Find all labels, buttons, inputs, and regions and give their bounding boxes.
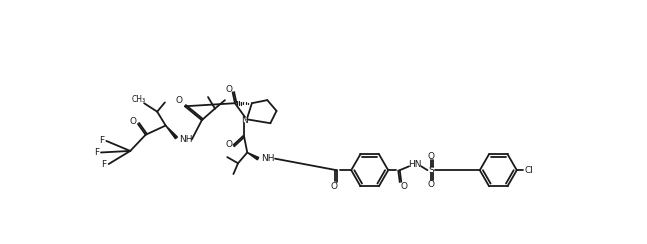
Text: O: O	[225, 85, 232, 94]
Polygon shape	[247, 152, 259, 160]
Text: O: O	[428, 180, 435, 189]
Text: O: O	[401, 182, 408, 191]
Text: O: O	[428, 152, 435, 161]
Text: S: S	[428, 166, 434, 175]
Text: F: F	[94, 148, 99, 157]
Text: N: N	[241, 116, 248, 125]
Text: O: O	[330, 182, 337, 191]
Text: CH₃: CH₃	[131, 95, 146, 104]
Text: F: F	[99, 136, 104, 145]
Text: O: O	[175, 96, 182, 105]
Text: O: O	[129, 117, 136, 126]
Polygon shape	[166, 125, 177, 139]
Text: O: O	[225, 140, 232, 149]
Text: Cl: Cl	[525, 166, 534, 175]
Text: F: F	[102, 160, 107, 169]
Text: NH: NH	[179, 135, 192, 144]
Text: HN: HN	[408, 160, 422, 169]
Text: NH: NH	[261, 154, 275, 163]
